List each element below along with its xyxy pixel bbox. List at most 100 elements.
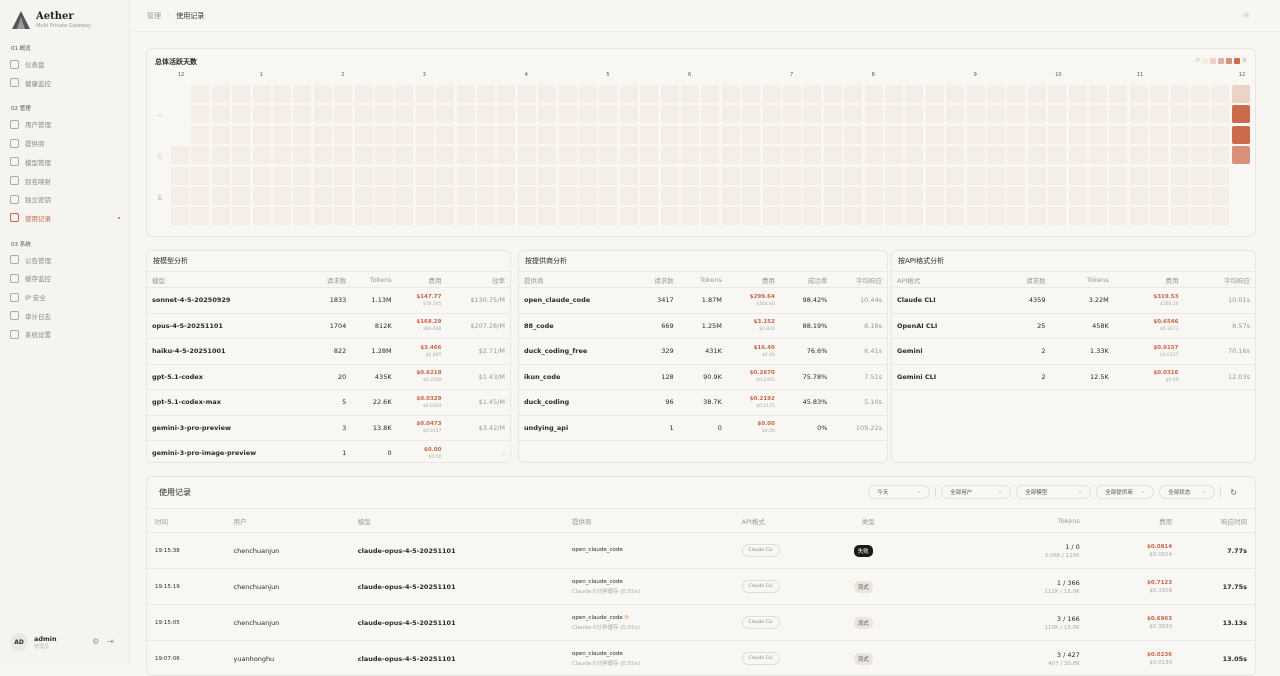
heatmap-day-cell[interactable] — [599, 146, 617, 164]
heatmap-day-cell[interactable] — [620, 85, 638, 103]
heatmap-day-cell[interactable] — [1109, 207, 1127, 225]
heatmap-day-cell[interactable] — [416, 85, 434, 103]
heatmap-day-cell[interactable] — [334, 167, 352, 185]
column-header[interactable]: 效率 — [446, 272, 510, 288]
heatmap-day-cell[interactable] — [212, 207, 230, 225]
heatmap-day-cell[interactable] — [212, 167, 230, 185]
heatmap-day-cell[interactable] — [518, 167, 536, 185]
heatmap-day-cell[interactable] — [640, 207, 658, 225]
heatmap-day-cell[interactable] — [232, 126, 250, 144]
heatmap-day-cell[interactable] — [885, 146, 903, 164]
heatmap-day-cell[interactable] — [987, 187, 1005, 205]
heatmap-day-cell[interactable] — [701, 146, 719, 164]
heatmap-day-cell[interactable] — [701, 187, 719, 205]
heatmap-day-cell[interactable] — [763, 105, 781, 123]
heatmap-day-cell[interactable] — [334, 187, 352, 205]
heatmap-day-cell[interactable] — [579, 167, 597, 185]
heatmap-day-cell[interactable] — [355, 105, 373, 123]
heatmap-day-cell[interactable] — [497, 167, 515, 185]
column-header[interactable]: 提供商 — [519, 272, 634, 288]
filter-select[interactable]: 今天⌄ — [868, 485, 930, 499]
heatmap-day-cell[interactable] — [824, 85, 842, 103]
heatmap-day-cell[interactable] — [538, 187, 556, 205]
heatmap-day-cell[interactable] — [232, 105, 250, 123]
heatmap-day-cell[interactable] — [579, 207, 597, 225]
heatmap-day-cell[interactable] — [824, 126, 842, 144]
heatmap-day-cell[interactable] — [742, 105, 760, 123]
heatmap-day-cell[interactable] — [375, 167, 393, 185]
heatmap-day-cell[interactable] — [477, 126, 495, 144]
heatmap-day-cell[interactable] — [763, 126, 781, 144]
heatmap-day-cell[interactable] — [1232, 105, 1250, 123]
heatmap-day-cell[interactable] — [1048, 126, 1066, 144]
filter-select[interactable]: 全部提供商⌄ — [1096, 485, 1154, 499]
heatmap-day-cell[interactable] — [334, 126, 352, 144]
heatmap-day-cell[interactable] — [1069, 207, 1087, 225]
heatmap-day-cell[interactable] — [701, 167, 719, 185]
heatmap-day-cell[interactable] — [253, 105, 271, 123]
heatmap-day-cell[interactable] — [293, 207, 311, 225]
heatmap-day-cell[interactable] — [661, 85, 679, 103]
heatmap-day-cell[interactable] — [1130, 167, 1148, 185]
heatmap-day-cell[interactable] — [1007, 207, 1025, 225]
column-header[interactable]: 类型 — [854, 509, 975, 533]
heatmap-day-cell[interactable] — [191, 85, 209, 103]
heatmap-day-cell[interactable] — [905, 126, 923, 144]
heatmap-day-cell[interactable] — [824, 207, 842, 225]
heatmap-day-cell[interactable] — [334, 207, 352, 225]
heatmap-day-cell[interactable] — [885, 126, 903, 144]
heatmap-day-cell[interactable] — [191, 167, 209, 185]
heatmap-day-cell[interactable] — [1109, 146, 1127, 164]
heatmap-day-cell[interactable] — [457, 167, 475, 185]
heatmap-day-cell[interactable] — [783, 187, 801, 205]
heatmap-day-cell[interactable] — [742, 126, 760, 144]
heatmap-day-cell[interactable] — [1069, 167, 1087, 185]
heatmap-day-cell[interactable] — [191, 105, 209, 123]
sidebar-item[interactable]: 健康监控 — [10, 76, 122, 90]
heatmap-day-cell[interactable] — [375, 146, 393, 164]
heatmap-day-cell[interactable] — [599, 105, 617, 123]
heatmap-day-cell[interactable] — [1130, 85, 1148, 103]
avatar[interactable]: AD — [10, 633, 28, 651]
column-header[interactable]: Tokens — [1050, 272, 1113, 288]
heatmap-day-cell[interactable] — [253, 126, 271, 144]
heatmap-day-cell[interactable] — [559, 167, 577, 185]
heatmap-day-cell[interactable] — [518, 126, 536, 144]
heatmap-day-cell[interactable] — [926, 85, 944, 103]
heatmap-day-cell[interactable] — [497, 105, 515, 123]
heatmap-day-cell[interactable] — [926, 126, 944, 144]
heatmap-day-cell[interactable] — [1069, 187, 1087, 205]
heatmap-day-cell[interactable] — [579, 126, 597, 144]
heatmap-day-cell[interactable] — [1191, 146, 1209, 164]
heatmap-day-cell[interactable] — [946, 167, 964, 185]
heatmap-day-cell[interactable] — [926, 207, 944, 225]
heatmap-day-cell[interactable] — [518, 187, 536, 205]
sidebar-item[interactable]: 系统设置 — [10, 327, 122, 341]
heatmap-day-cell[interactable] — [477, 167, 495, 185]
heatmap-day-cell[interactable] — [191, 207, 209, 225]
heatmap-day-cell[interactable] — [763, 167, 781, 185]
heatmap-day-cell[interactable] — [559, 85, 577, 103]
heatmap-day-cell[interactable] — [1211, 187, 1229, 205]
heatmap-day-cell[interactable] — [742, 146, 760, 164]
heatmap-day-cell[interactable] — [497, 126, 515, 144]
heatmap-day-cell[interactable] — [599, 126, 617, 144]
heatmap-day-cell[interactable] — [314, 207, 332, 225]
usage-row[interactable]: 19:15:05 chenchuanjun claude-opus-4-5-20… — [147, 605, 1255, 641]
heatmap-day-cell[interactable] — [293, 105, 311, 123]
heatmap-day-cell[interactable] — [538, 207, 556, 225]
heatmap-day-cell[interactable] — [1089, 105, 1107, 123]
heatmap-day-cell[interactable] — [824, 105, 842, 123]
heatmap-day-cell[interactable] — [946, 146, 964, 164]
heatmap-day-cell[interactable] — [334, 85, 352, 103]
heatmap-day-cell[interactable] — [987, 105, 1005, 123]
heatmap-day-cell[interactable] — [375, 85, 393, 103]
sidebar-item[interactable]: 提供商 — [10, 136, 122, 150]
heatmap-day-cell[interactable] — [191, 126, 209, 144]
heatmap-day-cell[interactable] — [844, 105, 862, 123]
heatmap-day-cell[interactable] — [885, 105, 903, 123]
usage-row[interactable]: 19:15:19 chenchuanjun claude-opus-4-5-20… — [147, 569, 1255, 605]
